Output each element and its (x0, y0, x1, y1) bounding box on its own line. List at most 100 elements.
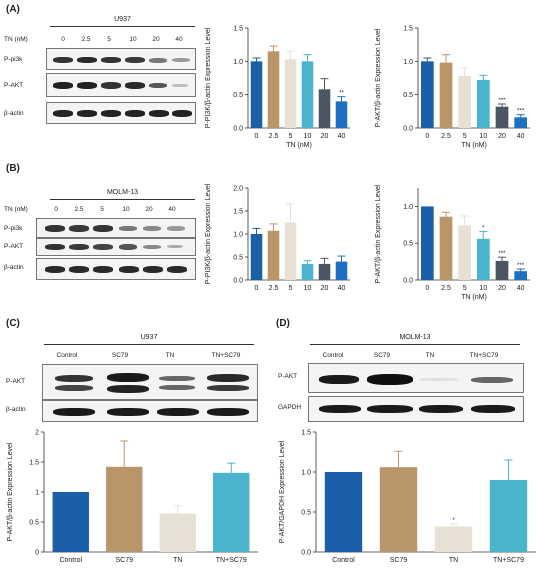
bar-c1-0 (52, 492, 89, 552)
tn-label-a: TN (nM) (4, 36, 28, 43)
y-tick-label-a2-0: 0.0 (403, 126, 413, 133)
y-tick-label-a1-0: 0.0 (233, 126, 243, 133)
y-axis-label-c1: P-AKT/β-actin Expression Level (7, 442, 14, 541)
category-label-a1-1: 2.5 (269, 133, 279, 140)
bar-c1-2 (159, 513, 196, 552)
category-label-a1-2: 5 (289, 133, 293, 140)
bar-b2-1 (439, 216, 453, 280)
bar-a1-0 (250, 61, 263, 129)
category-label-c1-3: TN+SC79 (216, 557, 247, 564)
chart-a2: 0.0 0.5 1.0 1.5 P-AKT/β-actin Expression Lev… (375, 26, 530, 149)
y-tick-label-b1-0: 0.0 (233, 278, 243, 285)
blot-c-pakt (42, 364, 258, 400)
category-label-b1-3: 10 (304, 285, 312, 292)
lane-label-a-2: 5 (107, 36, 111, 43)
lane-label-d-0: Control (322, 352, 344, 359)
x-axis-label-a1: TN (nM) (286, 142, 312, 149)
category-label-b1-5: 40 (338, 285, 346, 292)
lane-label-b-4: 20 (145, 206, 153, 213)
row-label-b-ppi3k: P-pi3k (4, 225, 23, 232)
y-tick-label-a2-3: 1.5 (403, 26, 413, 33)
category-label-c1-2: TN (173, 557, 182, 564)
sig-mark-b2-3: * (482, 225, 485, 231)
bar-b2-3 (476, 238, 490, 280)
chart-b2: 0.0 0.5 1.0 P-AKT/β-actin Expression Level 0… (375, 184, 530, 301)
y-tick-label-a1-1: 0.5 (233, 92, 243, 99)
x-axis-label-b2: TN (nM) (461, 294, 487, 301)
bar-a1-1 (267, 51, 280, 128)
sig-mark-a2-4: *** (498, 98, 506, 104)
panel-letter-c: (C) (6, 318, 20, 329)
y-tick-label-d1-2: 1.0 (301, 470, 311, 477)
category-label-d1-3: TN+SC79 (493, 557, 524, 564)
category-label-b2-4: 20 (498, 285, 506, 292)
blot-b-pakt (36, 238, 196, 256)
lane-label-c-1: SC79 (111, 352, 129, 359)
category-label-b2-3: 10 (479, 285, 487, 292)
lane-label-b-3: 10 (122, 206, 130, 213)
lane-label-a-3: 10 (129, 36, 137, 43)
y-tick-label-c1-1: 0.5 (29, 520, 39, 527)
category-label-b2-1: 2.5 (441, 285, 451, 292)
category-label-d1-2: TN (449, 557, 458, 564)
sig-mark-a2-5: *** (517, 109, 525, 115)
bar-c1-3 (213, 472, 250, 552)
lane-label-a-4: 20 (152, 36, 160, 43)
category-label-a2-1: 2.5 (441, 133, 451, 140)
chart-a1: 0.0 0.5 1.0 1.5 P-PI3K/β-actin Expression Le… (205, 26, 350, 149)
lane-label-c-0: Control (56, 352, 78, 359)
bar-a2-3 (476, 80, 490, 128)
category-label-d1-0: Control (332, 557, 355, 564)
y-tick-label-a1-3: 1.5 (233, 26, 243, 33)
bar-a2-2 (458, 76, 472, 128)
y-axis-label-b1: P-PI3K/β-actin Expression Level (205, 183, 212, 284)
bar-b2-2 (458, 225, 472, 280)
category-label-a1-4: 20 (321, 133, 329, 140)
category-label-b2-2: 5 (463, 285, 467, 292)
row-label-b-actin: β-actin (4, 264, 24, 271)
y-tick-label-d1-1: 0.5 (301, 510, 311, 517)
panel-letter-a: (A) (6, 4, 20, 15)
row-label-d-pakt: P-AKT (278, 373, 298, 380)
bar-c1-1 (106, 466, 143, 552)
row-label-d-gapdh: GAPDH (278, 404, 302, 411)
bar-d1-3 (489, 480, 528, 552)
lane-label-a-5: 40 (175, 36, 183, 43)
blot-b-actin (36, 258, 196, 280)
bar-b1-1 (267, 230, 280, 280)
y-tick-label-a2-2: 1.0 (403, 59, 413, 66)
y-tick-label-c1-0: 0 (35, 550, 39, 557)
lane-label-b-5: 40 (168, 206, 176, 213)
lane-label-b-1: 2.5 (74, 206, 84, 213)
sig-mark-b2-5: *** (517, 263, 525, 269)
lane-label-c-3: TN+SC79 (211, 352, 241, 359)
bar-a1-5 (335, 101, 348, 128)
lane-label-c-2: TN (165, 352, 175, 359)
y-tick-label-b2-1: 0.5 (403, 241, 413, 248)
tn-label-b: TN (nM) (4, 206, 28, 213)
category-label-a2-4: 20 (498, 133, 506, 140)
lane-label-a-1: 2.5 (81, 36, 91, 43)
cell-line-a-underline (50, 26, 195, 27)
row-label-c-pakt: P-AKT (6, 378, 26, 385)
bar-b1-2 (284, 222, 297, 280)
bar-b1-3 (301, 263, 314, 280)
panel-letter-b: (B) (6, 163, 20, 174)
x-axis-label-a2: TN (nM) (461, 142, 487, 149)
bar-d1-0 (324, 472, 363, 552)
y-tick-label-b2-2: 1.0 (403, 204, 413, 211)
blot-a-ppi3k (46, 48, 196, 70)
y-tick-label-c1-4: 2 (35, 430, 39, 437)
row-label-a-actin: β-actin (4, 110, 24, 117)
y-tick-label-c1-2: 1 (35, 490, 39, 497)
bar-b1-5 (335, 261, 348, 280)
bar-d1-2 (434, 526, 473, 552)
category-label-b1-1: 2.5 (269, 285, 279, 292)
category-label-b2-0: 0 (425, 285, 429, 292)
blot-d-pakt (308, 363, 524, 393)
bar-a2-0 (420, 61, 434, 129)
y-tick-label-b1-2: 1.0 (233, 232, 243, 239)
category-label-c1-0: Control (59, 557, 82, 564)
y-tick-label-d1-3: 1.5 (301, 430, 311, 437)
bar-a2-1 (439, 62, 453, 128)
